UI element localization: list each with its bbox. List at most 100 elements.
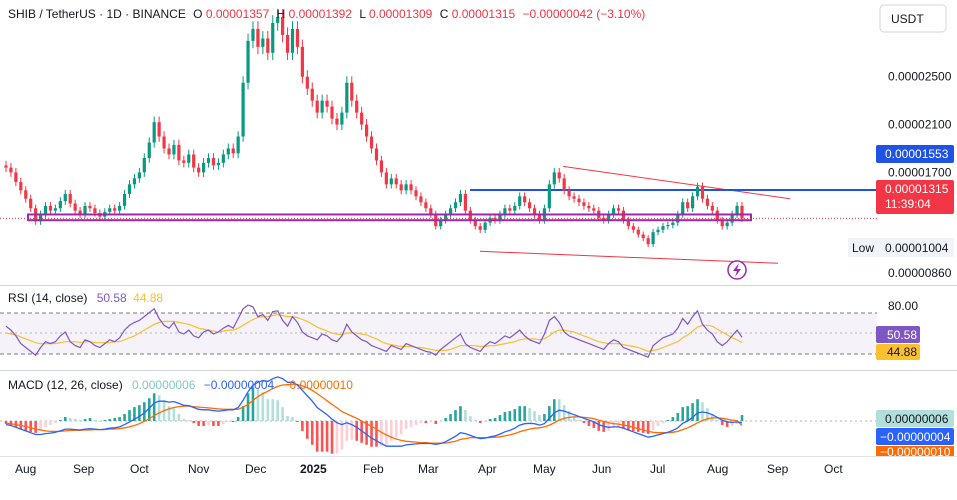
candle-body (43, 205, 48, 215)
candle-body (14, 172, 18, 182)
macd-legend-signal: −0.00000010 (283, 378, 354, 392)
time-axis-label: Aug (15, 462, 36, 476)
candle-body (399, 184, 403, 191)
candle-body (276, 16, 280, 23)
time-axis-label: Mar (418, 462, 439, 476)
candle-body (197, 167, 201, 173)
macd-histogram-bar (350, 421, 354, 440)
candle-body (458, 193, 463, 203)
candle-body (19, 181, 23, 191)
candle-body (157, 122, 161, 137)
macd-line-text: −0.00000004 (880, 430, 951, 444)
candle-body (498, 214, 502, 221)
macd-histogram-bar (434, 421, 438, 424)
low-tag-value: 0.00001004 (885, 241, 949, 255)
macd-histogram-bar (582, 421, 586, 423)
macd-histogram-bar (246, 393, 250, 421)
candle-body (379, 160, 384, 173)
macd-histogram-bar (399, 421, 403, 434)
macd-histogram-bar (345, 421, 349, 441)
currency-label: USDT (891, 12, 924, 26)
time-axis[interactable]: Aug Sep Oct Nov Dec 2025 Feb Mar Apr May Jun Jul Aug… (15, 462, 843, 476)
candle-body (295, 28, 300, 47)
ohlc-legend: SHIB / TetherUS · 1D · BINANCE O 0.00001… (8, 7, 645, 21)
macd-histogram-bar (330, 421, 334, 454)
candle-body (355, 100, 359, 113)
candle-body (656, 229, 660, 233)
last-price-text: 0.00001315 (885, 182, 949, 196)
macd-histogram-bar (394, 421, 398, 437)
rsi-ma-text: 44.88 (887, 345, 917, 359)
candle-body (364, 124, 369, 137)
macd-histogram-bar (340, 421, 344, 450)
macd-histogram-bar (291, 417, 294, 421)
macd-histogram-bar (503, 412, 507, 421)
candle-body (53, 208, 57, 211)
macd-histogram-bar (661, 421, 665, 423)
candle-body (661, 226, 665, 230)
candle-body (132, 178, 137, 185)
candle-body (182, 160, 186, 163)
candle-body (9, 167, 13, 173)
macd-histogram-bar (256, 389, 260, 421)
macd-histogram-bar (187, 420, 191, 421)
candle-body (83, 205, 87, 215)
rsi-label: RSI (14, close) (8, 291, 87, 305)
macd-histogram-bar (152, 393, 156, 421)
macd-histogram-bar (656, 421, 660, 426)
candle-body (695, 186, 700, 197)
currency-button[interactable] (879, 4, 947, 33)
time-axis-label: Jul (650, 462, 665, 476)
candle-body (513, 205, 517, 211)
candle-body (448, 208, 453, 215)
drawing-overlay-layer[interactable] (0, 213, 877, 222)
macd-histogram-bar (138, 405, 141, 421)
macd-histogram-bar (666, 420, 670, 421)
candle-body (409, 184, 413, 191)
macd-histogram-bar (716, 420, 719, 421)
candle-body (290, 28, 295, 53)
candle-body (256, 28, 260, 47)
candle-body (78, 210, 82, 215)
macd-histogram-bar (419, 421, 423, 423)
macd-histogram-bar (236, 417, 240, 421)
candle-body (201, 162, 206, 173)
candle-body (518, 196, 522, 206)
candle-body (266, 38, 270, 53)
candle-body (281, 16, 285, 35)
candle-body (330, 106, 334, 119)
macd-histogram-bar (385, 421, 388, 446)
candle-body (63, 193, 67, 202)
macd-histogram-bar (172, 408, 176, 421)
candle-body (523, 196, 527, 203)
open-value: 0.00001357 (206, 7, 270, 21)
candle-body (508, 208, 512, 211)
macd-histogram-bar (310, 421, 314, 445)
macd-histogram-bar (572, 416, 576, 421)
macd-histogram-bar (424, 421, 428, 423)
upper-trendline (562, 165, 791, 200)
macd-histogram-bar (118, 417, 121, 421)
candle-body (68, 193, 72, 204)
candle-body (666, 225, 670, 227)
macd-histogram-bar (88, 418, 92, 421)
macd-histogram-bar (306, 421, 309, 439)
macd-histogram-bar (276, 400, 279, 421)
change-value: −0.00000042 (−3.10%) (522, 7, 645, 21)
candle-body (24, 190, 28, 199)
candle-body (532, 208, 537, 215)
macd-histogram-bar (577, 420, 581, 421)
macd-histogram-bar (730, 421, 734, 426)
macd-histogram-bar (459, 406, 462, 421)
macd-histogram-bar (375, 421, 378, 447)
macd-histogram-bar (454, 410, 457, 421)
macd-signal-text: −0.00000010 (880, 445, 951, 459)
macd-histogram-bar (54, 421, 57, 423)
candle-body (651, 232, 655, 245)
candle-body (547, 184, 551, 209)
drawing-layer[interactable] (470, 165, 877, 264)
macd-histogram-bar (93, 420, 97, 421)
candle-body (567, 190, 571, 197)
candle-body (241, 82, 245, 137)
